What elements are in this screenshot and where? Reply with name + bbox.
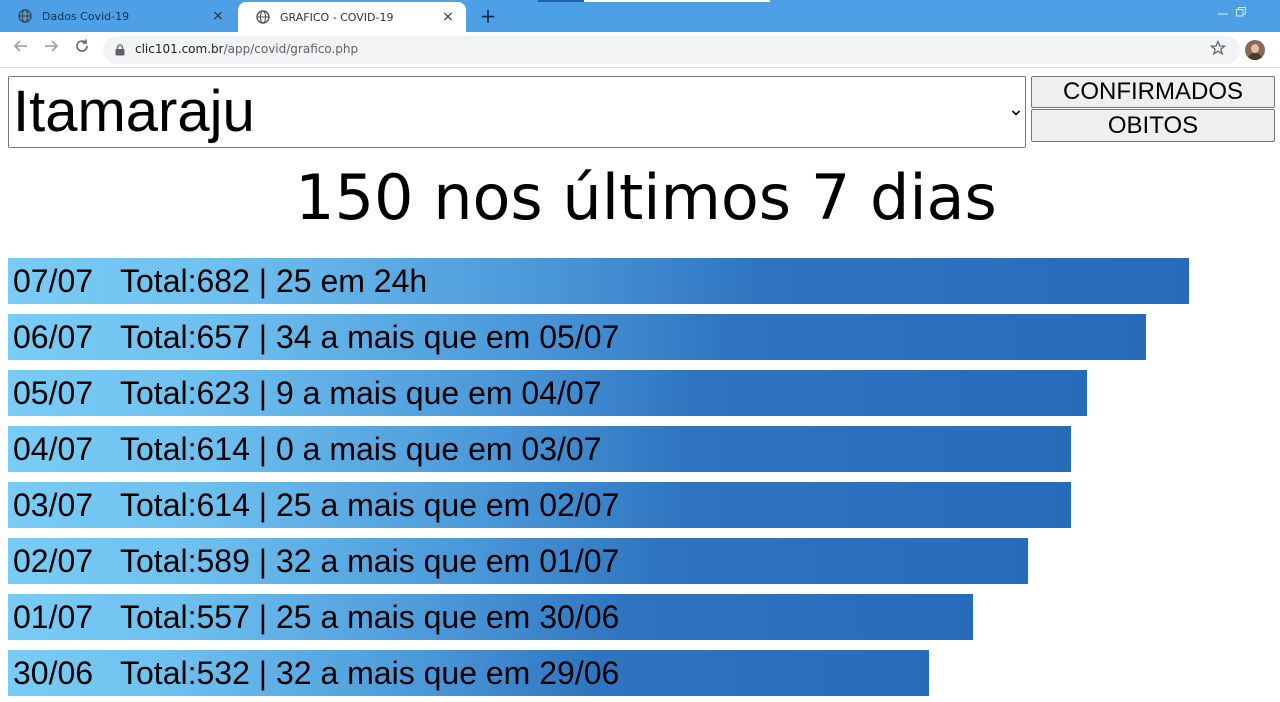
arrow-left-icon (13, 40, 27, 52)
restore-icon[interactable] (1226, 2, 1256, 26)
bar-value-label: Total:557 | 25 a mais que em 30/06 (120, 599, 620, 635)
tab-strip: Dados Covid-19 × GRAFICO - COVID-19 × + (0, 0, 1280, 32)
bar-row-01-07: 01/07 Total:557 | 25 a mais que em 30/06 (8, 594, 973, 640)
reload-button[interactable] (69, 36, 95, 62)
bar-value-label: Total:614 | 0 a mais que em 03/07 (120, 431, 602, 467)
city-select-value: Itamaraju (13, 79, 255, 144)
bar-date-label: 07/07 (13, 263, 94, 299)
arrow-right-icon (45, 40, 59, 52)
bar-date-label: 02/07 (13, 543, 94, 579)
bar-value-label: Total:623 | 9 a mais que em 04/07 (120, 375, 602, 411)
deaths-button[interactable]: OBITOS (1031, 109, 1275, 142)
bar-row-04-07: 04/07 Total:614 | 0 a mais que em 03/07 (8, 426, 1071, 472)
bar-date-label: 03/07 (13, 487, 94, 523)
bar-row-30-06: 30/06 Total:532 | 32 a mais que em 29/06 (8, 650, 929, 696)
bar-row-03-07: 03/07 Total:614 | 25 a mais que em 02/07 (8, 482, 1071, 528)
address-bar[interactable]: clic101.com.br/app/covid/grafico.php (103, 36, 1240, 64)
close-tab-icon[interactable]: × (442, 9, 454, 25)
tab-strip-accent (538, 0, 584, 2)
reload-icon (76, 39, 88, 52)
confirmed-button[interactable]: CONFIRMADOS (1031, 76, 1275, 108)
url-host: clic101.com.br (135, 42, 224, 56)
city-select[interactable]: Itamaraju (8, 76, 1026, 148)
avatar-face (1251, 44, 1259, 53)
globe-icon (256, 10, 270, 24)
tab-title: GRAFICO - COVID-19 (280, 10, 394, 24)
bar-row-02-07: 02/07 Total:589 | 32 a mais que em 01/07 (8, 538, 1028, 584)
bar-value-label: Total:589 | 32 a mais que em 01/07 (120, 543, 620, 579)
bar-value-label: Total:657 | 34 a mais que em 05/07 (120, 319, 620, 355)
bar-date-label: 01/07 (13, 599, 94, 635)
lock-icon (115, 44, 125, 56)
globe-icon (18, 9, 32, 23)
bar-value-label: Total:532 | 32 a mais que em 29/06 (120, 655, 620, 691)
bar-value-label: Total:682 | 25 em 24h (120, 263, 428, 299)
chevron-down-icon (1011, 77, 1021, 149)
minimize-icon[interactable] (1208, 2, 1238, 26)
tab-dados-covid[interactable]: Dados Covid-19 × (0, 0, 236, 32)
browser-toolbar: clic101.com.br/app/covid/grafico.php (0, 32, 1280, 68)
bar-value-label: Total:614 | 25 a mais que em 02/07 (120, 487, 620, 523)
bar-row-06-07: 06/07 Total:657 | 34 a mais que em 05/07 (8, 314, 1146, 360)
close-tab-icon[interactable]: × (212, 8, 224, 24)
star-icon[interactable] (1209, 39, 1227, 61)
tab-grafico-covid[interactable]: GRAFICO - COVID-19 × (238, 2, 466, 32)
url-text: clic101.com.br/app/covid/grafico.php (135, 42, 358, 56)
url-path: /app/covid/grafico.php (223, 42, 359, 56)
weekly-total-headline: 150 nos últimos 7 dias (295, 161, 997, 234)
back-button[interactable] (8, 36, 34, 62)
bar-date-label: 30/06 (13, 655, 94, 691)
avatar-body (1247, 53, 1263, 60)
bar-row-07-07: 07/07 Total:682 | 25 em 24h (8, 258, 1189, 304)
tab-strip-accent (584, 0, 770, 2)
bar-date-label: 05/07 (13, 375, 94, 411)
bar-row-05-07: 05/07 Total:623 | 9 a mais que em 04/07 (8, 370, 1087, 416)
bar-date-label: 06/07 (13, 319, 94, 355)
bar-date-label: 04/07 (13, 431, 94, 467)
tab-title: Dados Covid-19 (42, 9, 130, 23)
forward-button[interactable] (38, 36, 64, 62)
profile-avatar[interactable] (1245, 40, 1265, 60)
new-tab-button[interactable]: + (479, 4, 497, 28)
